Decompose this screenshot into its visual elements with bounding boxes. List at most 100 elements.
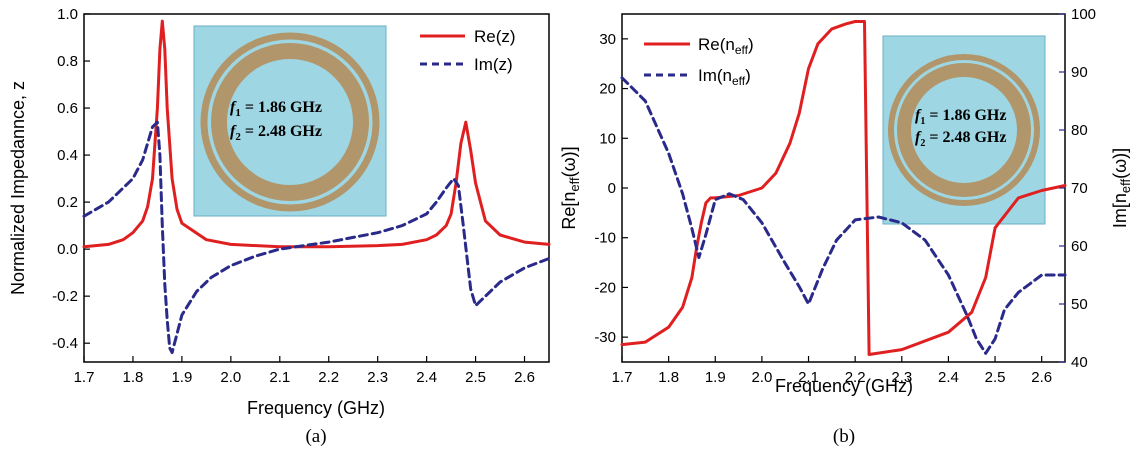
b-x-tick-label: 2.2 [845, 369, 866, 386]
chart-b-legend: Re(neff) Im(neff) [644, 35, 754, 88]
chart-b-right-y-axis-sub: eff [1118, 179, 1133, 194]
chart-a-y-axis-label: Normalized Impedannce, z [8, 81, 28, 295]
chart-b-legend-re-main: Re(n [698, 35, 735, 54]
chart-b-legend-re-label: Re(neff) [698, 35, 754, 57]
b-x-tick-label: 2.1 [798, 369, 819, 386]
chart-a-x-axis-label: Frequency (GHz) [247, 398, 385, 418]
chart-a-inset-f1: f1 = 1.86 GHz [230, 99, 322, 119]
chart-a-inset-f2-symbol: f [230, 123, 237, 140]
b-right-y-tick-label: 80 [1071, 122, 1088, 139]
b-y-tick-label: 10 [599, 130, 616, 147]
chart-a-y-axis: -0.4 -0.2 0.0 0.2 0.4 0.6 0.8 1.0 [52, 6, 90, 352]
chart-b-inset-outer-ring [888, 54, 1040, 206]
chart-b-inset-f1-sub: 1 [920, 116, 925, 127]
chart-b-legend-re-sub: eff [735, 43, 749, 57]
chart-a-x-axis: 1.7 1.8 1.9 2.0 2.1 2.2 2.3 2.4 2.5 2.6 [74, 356, 535, 386]
b-y-tick-label: -20 [594, 279, 616, 296]
chart-b-inset-f1-value: = 1.86 GHz [925, 107, 1006, 124]
b-x-tick-label: 1.9 [705, 369, 726, 386]
a-x-tick-label: 2.3 [367, 369, 388, 386]
chart-a-inset-inner-ring [211, 43, 369, 201]
b-x-tick-label: 2.5 [985, 369, 1006, 386]
b-series-im-line [620, 76, 1067, 355]
chart-b-right-y-axis-tail: (ω)] [1110, 148, 1130, 179]
a-x-tick-label: 2.2 [318, 369, 339, 386]
b-right-y-tick-label: 60 [1071, 238, 1088, 255]
a-x-tick-label: 2.0 [220, 369, 241, 386]
chart-a-inset: f1 = 1.86 GHz f2 = 2.48 GHz [193, 25, 387, 217]
a-x-tick-label: 2.6 [514, 369, 535, 386]
chart-b-inset-f1: f1 = 1.86 GHz [915, 107, 1006, 127]
chart-b-inset-f2-value: = 2.48 GHz [925, 129, 1006, 146]
chart-b-legend-im-label: Im(neff) [698, 66, 751, 88]
a-y-tick-label: 0.2 [57, 194, 78, 211]
chart-b-legend-im-tail: ) [745, 66, 751, 85]
chart-b-x-axis: 1.7 1.8 1.9 2.0 2.1 2.2 2.3 2.4 2.5 2.6 [612, 356, 1052, 386]
b-y-tick-label: -10 [594, 230, 616, 247]
chart-b-inset-inner-ring [897, 63, 1031, 197]
chart-b-right-y-axis: 40 50 60 70 80 90 100 [1059, 6, 1096, 371]
b-right-y-tick-label: 90 [1071, 64, 1088, 81]
a-x-tick-label: 1.8 [123, 369, 144, 386]
b-y-tick-label: 0 [608, 180, 616, 197]
b-x-tick-label: 2.6 [1031, 369, 1052, 386]
chart-b-inset-f2-sub: 2 [920, 138, 925, 149]
a-y-tick-label: -0.2 [52, 288, 78, 305]
chart-b-legend-re-tail: ) [748, 35, 754, 54]
b-right-y-tick-label: 70 [1071, 180, 1088, 197]
chart-b-right-y-axis-label: Im[neff(ω)] [1110, 148, 1133, 228]
a-x-tick-label: 1.9 [171, 369, 192, 386]
b-right-y-tick-label: 40 [1071, 354, 1088, 371]
chart-a-inset-f1-value: = 1.86 GHz [241, 99, 322, 116]
chart-a-inset-f1-symbol: f [230, 99, 237, 116]
chart-b-right-y-axis-main: Im[n [1110, 193, 1130, 228]
a-y-tick-label: 0.6 [57, 100, 78, 117]
chart-a-inset-f2-sub: 2 [235, 131, 241, 143]
chart-a-inset-outer-ring [200, 32, 380, 212]
b-y-tick-label: 20 [599, 81, 616, 98]
a-y-tick-label: 0.8 [57, 53, 78, 70]
b-y-tick-label: -30 [594, 329, 616, 346]
a-x-tick-label: 1.7 [74, 369, 95, 386]
chart-b-inset-f2: f2 = 2.48 GHz [915, 129, 1006, 149]
chart-b-series-layer [620, 20, 1067, 356]
chart-b-left-y-axis: -30 -20 -10 0 10 20 30 [594, 31, 628, 346]
chart-b-legend-im-main: Im(n [698, 66, 732, 85]
chart-b-left-y-axis-main: Re[n [559, 192, 579, 230]
a-x-tick-label: 2.4 [416, 369, 437, 386]
a-y-tick-label: 0.0 [57, 241, 78, 258]
chart-b-panel-label: (b) [833, 426, 855, 447]
b-x-tick-label: 1.7 [612, 369, 633, 386]
chart-b-inset-f1-symbol: f [915, 107, 922, 124]
a-y-tick-label: 0.4 [57, 147, 78, 164]
chart-b: f1 = 1.86 GHz f2 = 2.48 GHz 1.7 1.8 1.9 2.0… [559, 6, 1133, 447]
chart-a-inset-f2-value: = 2.48 GHz [241, 123, 322, 140]
a-series-re-line [82, 19, 551, 249]
chart-b-inset-f2-symbol: f [915, 129, 922, 146]
chart-a: f1 = 1.86 GHz f2 = 2.48 GHz 1.7 1.8 1.9 2.0… [8, 6, 551, 447]
chart-a-legend-im-label: Im(z) [474, 55, 513, 74]
chart-a-panel-label: (a) [305, 426, 326, 447]
b-x-tick-label: 1.8 [658, 369, 679, 386]
b-x-tick-label: 2.3 [891, 369, 912, 386]
a-x-tick-label: 2.5 [465, 369, 486, 386]
b-x-tick-label: 2.4 [938, 369, 959, 386]
b-right-y-tick-label: 100 [1071, 6, 1096, 23]
b-y-tick-label: 30 [599, 31, 616, 48]
chart-b-x-axis-label: Frequency (GHz) [775, 376, 913, 396]
chart-a-series-layer [82, 19, 551, 355]
a-x-tick-label: 2.1 [269, 369, 290, 386]
chart-b-inset: f1 = 1.86 GHz f2 = 2.48 GHz [882, 35, 1046, 225]
b-right-y-tick-label: 50 [1071, 296, 1088, 313]
chart-b-left-y-axis-sub: eff [567, 177, 582, 192]
a-y-tick-label: -0.4 [52, 335, 78, 352]
chart-a-inset-f2: f2 = 2.48 GHz [230, 123, 322, 143]
chart-a-legend-re-label: Re(z) [474, 27, 516, 46]
b-x-tick-label: 2.0 [751, 369, 772, 386]
a-y-tick-label: 1.0 [57, 6, 78, 23]
chart-a-legend: Re(z) Im(z) [420, 27, 516, 74]
chart-a-inset-f1-sub: 1 [235, 107, 241, 119]
chart-b-left-y-axis-label: Re[neff(ω)] [559, 146, 582, 229]
chart-b-legend-im-sub: eff [732, 74, 746, 88]
